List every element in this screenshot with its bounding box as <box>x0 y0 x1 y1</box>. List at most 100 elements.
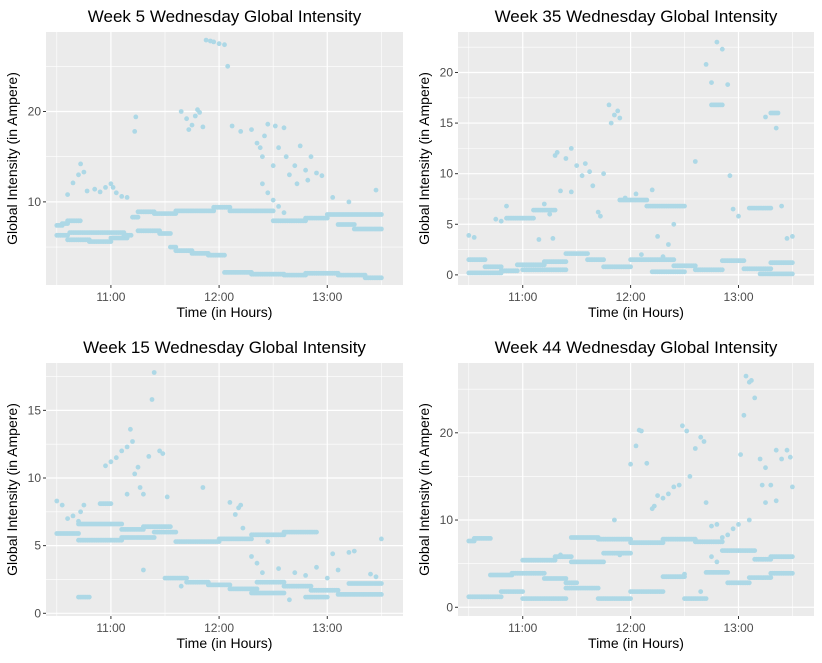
y-tick-label: 15 <box>440 116 454 130</box>
data-point <box>698 434 704 440</box>
data-point <box>132 129 138 134</box>
data-point <box>225 63 231 69</box>
data-point <box>746 517 752 523</box>
data-point <box>466 233 472 238</box>
data-point <box>741 258 747 264</box>
data-point <box>76 531 81 536</box>
data-point <box>660 254 666 260</box>
data-point <box>346 550 352 555</box>
panel-week-44: 11:00 12:00 13:00 0 10 20 Week 44 Wednesday Gl… <box>416 338 814 651</box>
data-point <box>790 554 795 560</box>
data-point <box>272 123 278 129</box>
data-point <box>151 535 157 540</box>
data-point <box>790 234 795 239</box>
data-point <box>294 181 300 187</box>
data-point <box>601 559 606 565</box>
data-point <box>714 39 720 45</box>
data-point <box>108 459 114 465</box>
data-point <box>563 156 569 161</box>
data-point <box>725 570 731 575</box>
chart-title: Week 15 Wednesday Global Intensity <box>83 338 366 357</box>
data-point <box>281 125 287 131</box>
data-point <box>775 110 781 116</box>
y-tick-label: 10 <box>440 167 454 181</box>
data-point <box>568 146 574 151</box>
data-point <box>124 444 130 450</box>
x-axis-label: Time (in Hours) <box>588 635 684 651</box>
data-point <box>164 494 170 500</box>
data-point <box>558 552 563 558</box>
data-point <box>292 570 298 576</box>
data-point <box>186 127 192 132</box>
data-point <box>727 173 733 179</box>
data-point <box>141 567 146 573</box>
data-point <box>773 447 779 453</box>
y-tick-label: 5 <box>34 539 41 553</box>
data-point <box>622 195 628 201</box>
data-point <box>124 195 130 200</box>
data-point <box>65 192 70 198</box>
y-tick-label: 0 <box>446 268 453 282</box>
data-point <box>324 594 330 600</box>
data-point <box>113 190 119 196</box>
data-point <box>768 266 774 272</box>
data-point <box>184 575 190 581</box>
data-point <box>76 172 81 178</box>
data-point <box>660 495 666 501</box>
data-point <box>189 122 195 128</box>
data-point <box>297 143 303 149</box>
data-point <box>730 206 736 212</box>
data-point <box>314 564 319 570</box>
data-point <box>305 177 311 183</box>
panel-week-15: 11:00 12:00 13:00 0 5 10 15 Week 15 Wednesday G… <box>4 338 403 651</box>
data-point <box>541 201 547 207</box>
data-point <box>130 439 135 444</box>
data-point <box>759 482 765 488</box>
data-point <box>135 464 141 470</box>
data-point <box>227 204 233 210</box>
data-point <box>173 244 179 250</box>
data-point <box>373 574 379 580</box>
y-tick-label: 20 <box>440 65 454 79</box>
data-point <box>119 448 125 454</box>
data-point <box>719 102 725 108</box>
y-axis-label: Global Intensity (in Ampere) <box>4 72 20 245</box>
data-point <box>59 502 65 508</box>
data-point <box>238 502 244 508</box>
data-point <box>135 214 141 220</box>
data-point <box>498 218 504 224</box>
data-point <box>773 498 779 504</box>
y-axis-label: Global Intensity (in Ampere) <box>416 72 432 245</box>
y-tick-label: 5 <box>446 217 453 231</box>
data-point <box>379 275 384 281</box>
data-point <box>346 199 352 205</box>
data-point <box>746 580 752 586</box>
data-point <box>719 267 725 273</box>
data-point <box>373 187 379 193</box>
data-point <box>303 167 308 173</box>
data-point <box>612 112 617 118</box>
y-tick-label: 10 <box>28 471 42 485</box>
data-point <box>615 108 621 114</box>
data-point <box>254 586 260 592</box>
data-point <box>709 523 714 529</box>
data-points <box>54 370 384 603</box>
data-point <box>292 163 298 169</box>
data-point <box>92 186 98 192</box>
data-point <box>666 242 671 247</box>
data-point <box>146 454 152 459</box>
data-point <box>482 257 488 263</box>
data-point <box>687 474 693 479</box>
data-point <box>314 529 319 535</box>
x-tick-label: 11:00 <box>508 621 537 635</box>
data-point <box>757 456 763 462</box>
data-point <box>703 596 709 601</box>
data-point <box>211 39 217 45</box>
data-point <box>262 133 267 139</box>
data-point <box>184 116 190 122</box>
data-point <box>628 264 633 270</box>
data-point <box>582 161 588 167</box>
data-point <box>541 570 547 576</box>
data-point <box>108 501 114 507</box>
